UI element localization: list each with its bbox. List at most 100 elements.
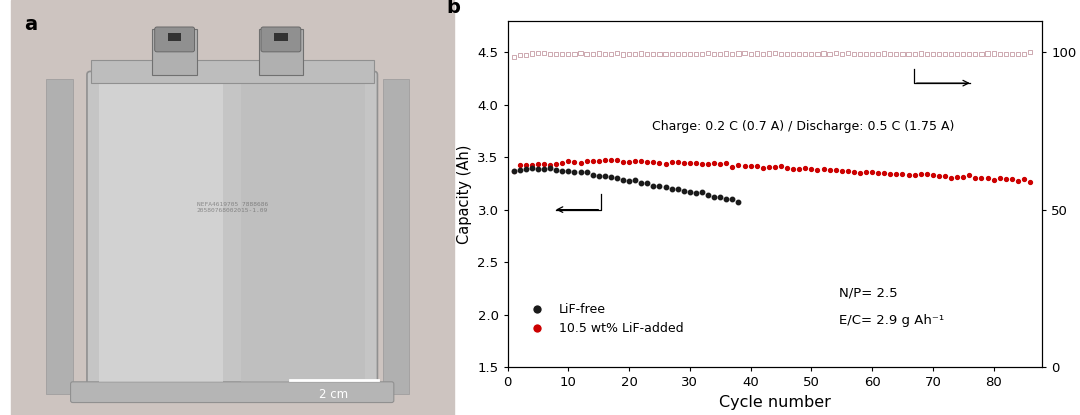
Bar [274,33,287,42]
Point [584,51,602,57]
Point [638,51,656,58]
Bar [259,29,303,75]
Point [943,51,960,58]
Point [827,50,845,56]
Point [973,50,990,57]
Point [626,50,644,57]
Point [735,50,753,57]
Point [663,50,680,57]
Point [742,51,759,57]
Point [888,51,905,57]
Text: E/C= 2.9 g Ah⁻¹: E/C= 2.9 g Ah⁻¹ [839,314,944,327]
Point [839,49,856,56]
Point [985,50,1002,57]
Bar [152,29,197,75]
Point [955,51,972,57]
Point [869,51,887,57]
Text: b: b [446,0,460,17]
Point [784,51,801,58]
Point [615,51,632,58]
FancyBboxPatch shape [154,27,194,52]
FancyBboxPatch shape [70,382,394,403]
Point [529,49,546,56]
Point [645,51,662,58]
Point [991,51,1009,58]
Point [730,50,747,57]
Point [936,50,954,57]
Point [858,51,875,58]
Point [700,50,717,56]
Point [821,51,838,57]
Text: N/P= 2.5: N/P= 2.5 [839,286,897,299]
Point [815,50,833,57]
Point [900,51,917,58]
Point [791,51,808,57]
Point [590,50,607,57]
Point [912,50,929,57]
Point [802,50,820,57]
Bar [46,79,72,394]
Point [596,51,613,58]
Point [633,50,650,57]
Point [608,50,625,57]
Point [536,50,553,56]
Point [566,51,583,58]
Bar [168,33,181,42]
Point [523,50,540,57]
Point [876,50,893,57]
Point [833,51,850,57]
Point [997,51,1014,58]
Point [572,50,590,56]
Point [748,50,766,57]
Point [559,50,577,57]
Point [687,50,704,57]
Point [779,51,796,57]
Point [918,51,935,57]
Point [681,50,699,57]
Point [578,51,595,57]
Point [754,50,771,57]
Point [505,54,523,60]
Text: 2 cm: 2 cm [320,388,349,401]
Point [651,50,669,57]
Point [961,51,978,58]
Point [657,50,674,57]
Point [846,50,863,57]
Point [906,51,923,57]
Point [675,51,692,57]
Point [511,51,528,58]
Point [1022,49,1039,56]
Point [967,50,984,57]
Point [541,51,558,57]
Bar [99,83,224,382]
Point [948,51,966,57]
Bar [241,83,365,382]
Point [809,50,826,57]
Point [718,50,735,57]
Point [797,51,814,57]
Point [724,51,741,58]
Y-axis label: Capacity (Ah): Capacity (Ah) [457,144,472,244]
Point [894,51,912,57]
Point [620,51,637,57]
Point [554,51,571,58]
Point [693,51,711,57]
Text: Charge: 0.2 C (0.7 A) / Discharge: 0.5 C (1.75 A): Charge: 0.2 C (0.7 A) / Discharge: 0.5 C… [652,120,955,133]
Legend: LiF-free, 10.5 wt% LiF-added: LiF-free, 10.5 wt% LiF-added [519,298,689,340]
Point [548,51,565,57]
Point [712,51,729,58]
Bar [382,79,409,394]
Point [864,50,881,57]
Point [517,52,535,59]
Point [881,50,899,57]
X-axis label: Cycle number: Cycle number [719,395,831,410]
Text: a: a [24,15,37,34]
Point [851,51,868,57]
Point [603,50,620,57]
Text: NEFA4619705 7888686
20580768002015-1.09: NEFA4619705 7888686 20580768002015-1.09 [197,202,268,213]
Point [1010,50,1027,57]
FancyBboxPatch shape [261,27,301,52]
Point [670,50,687,57]
Point [978,50,996,57]
Point [1003,50,1021,57]
